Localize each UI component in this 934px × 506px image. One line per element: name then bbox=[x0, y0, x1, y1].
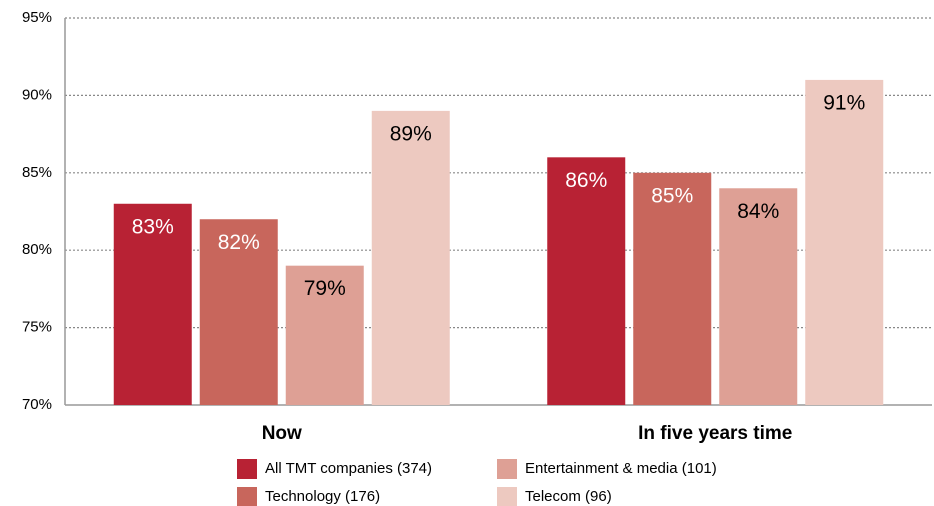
legend-swatch bbox=[237, 459, 257, 479]
bar bbox=[371, 110, 450, 405]
legend-label: Telecom (96) bbox=[525, 488, 612, 505]
legend-label: Entertainment & media (101) bbox=[525, 460, 717, 477]
data-label: 82% bbox=[218, 231, 260, 254]
y-tick-label: 80% bbox=[22, 241, 52, 258]
y-tick-label: 95% bbox=[22, 9, 52, 26]
x-tick-label: In five years time bbox=[638, 423, 792, 444]
bar bbox=[113, 203, 192, 405]
data-label: 83% bbox=[132, 215, 174, 238]
y-tick-label: 90% bbox=[22, 86, 52, 103]
data-label: 84% bbox=[737, 200, 779, 223]
y-tick-label: 70% bbox=[22, 396, 52, 413]
legend-label: Technology (176) bbox=[265, 488, 380, 505]
bar bbox=[719, 188, 798, 405]
legend-swatch bbox=[237, 487, 257, 506]
y-tick-label: 75% bbox=[22, 319, 52, 336]
legend-swatch bbox=[497, 459, 517, 479]
bar bbox=[633, 172, 712, 405]
data-label: 79% bbox=[304, 277, 346, 300]
bar bbox=[285, 265, 364, 405]
legend-label: All TMT companies (374) bbox=[265, 460, 432, 477]
y-tick-label: 85% bbox=[22, 164, 52, 181]
bar bbox=[199, 219, 278, 405]
data-label: 91% bbox=[823, 91, 865, 114]
legend-swatch bbox=[497, 487, 517, 506]
bar bbox=[805, 79, 884, 406]
x-tick-label: Now bbox=[262, 423, 302, 444]
data-label: 89% bbox=[390, 122, 432, 145]
bar bbox=[547, 157, 626, 405]
data-label: 85% bbox=[651, 184, 693, 207]
data-label: 86% bbox=[565, 169, 607, 192]
